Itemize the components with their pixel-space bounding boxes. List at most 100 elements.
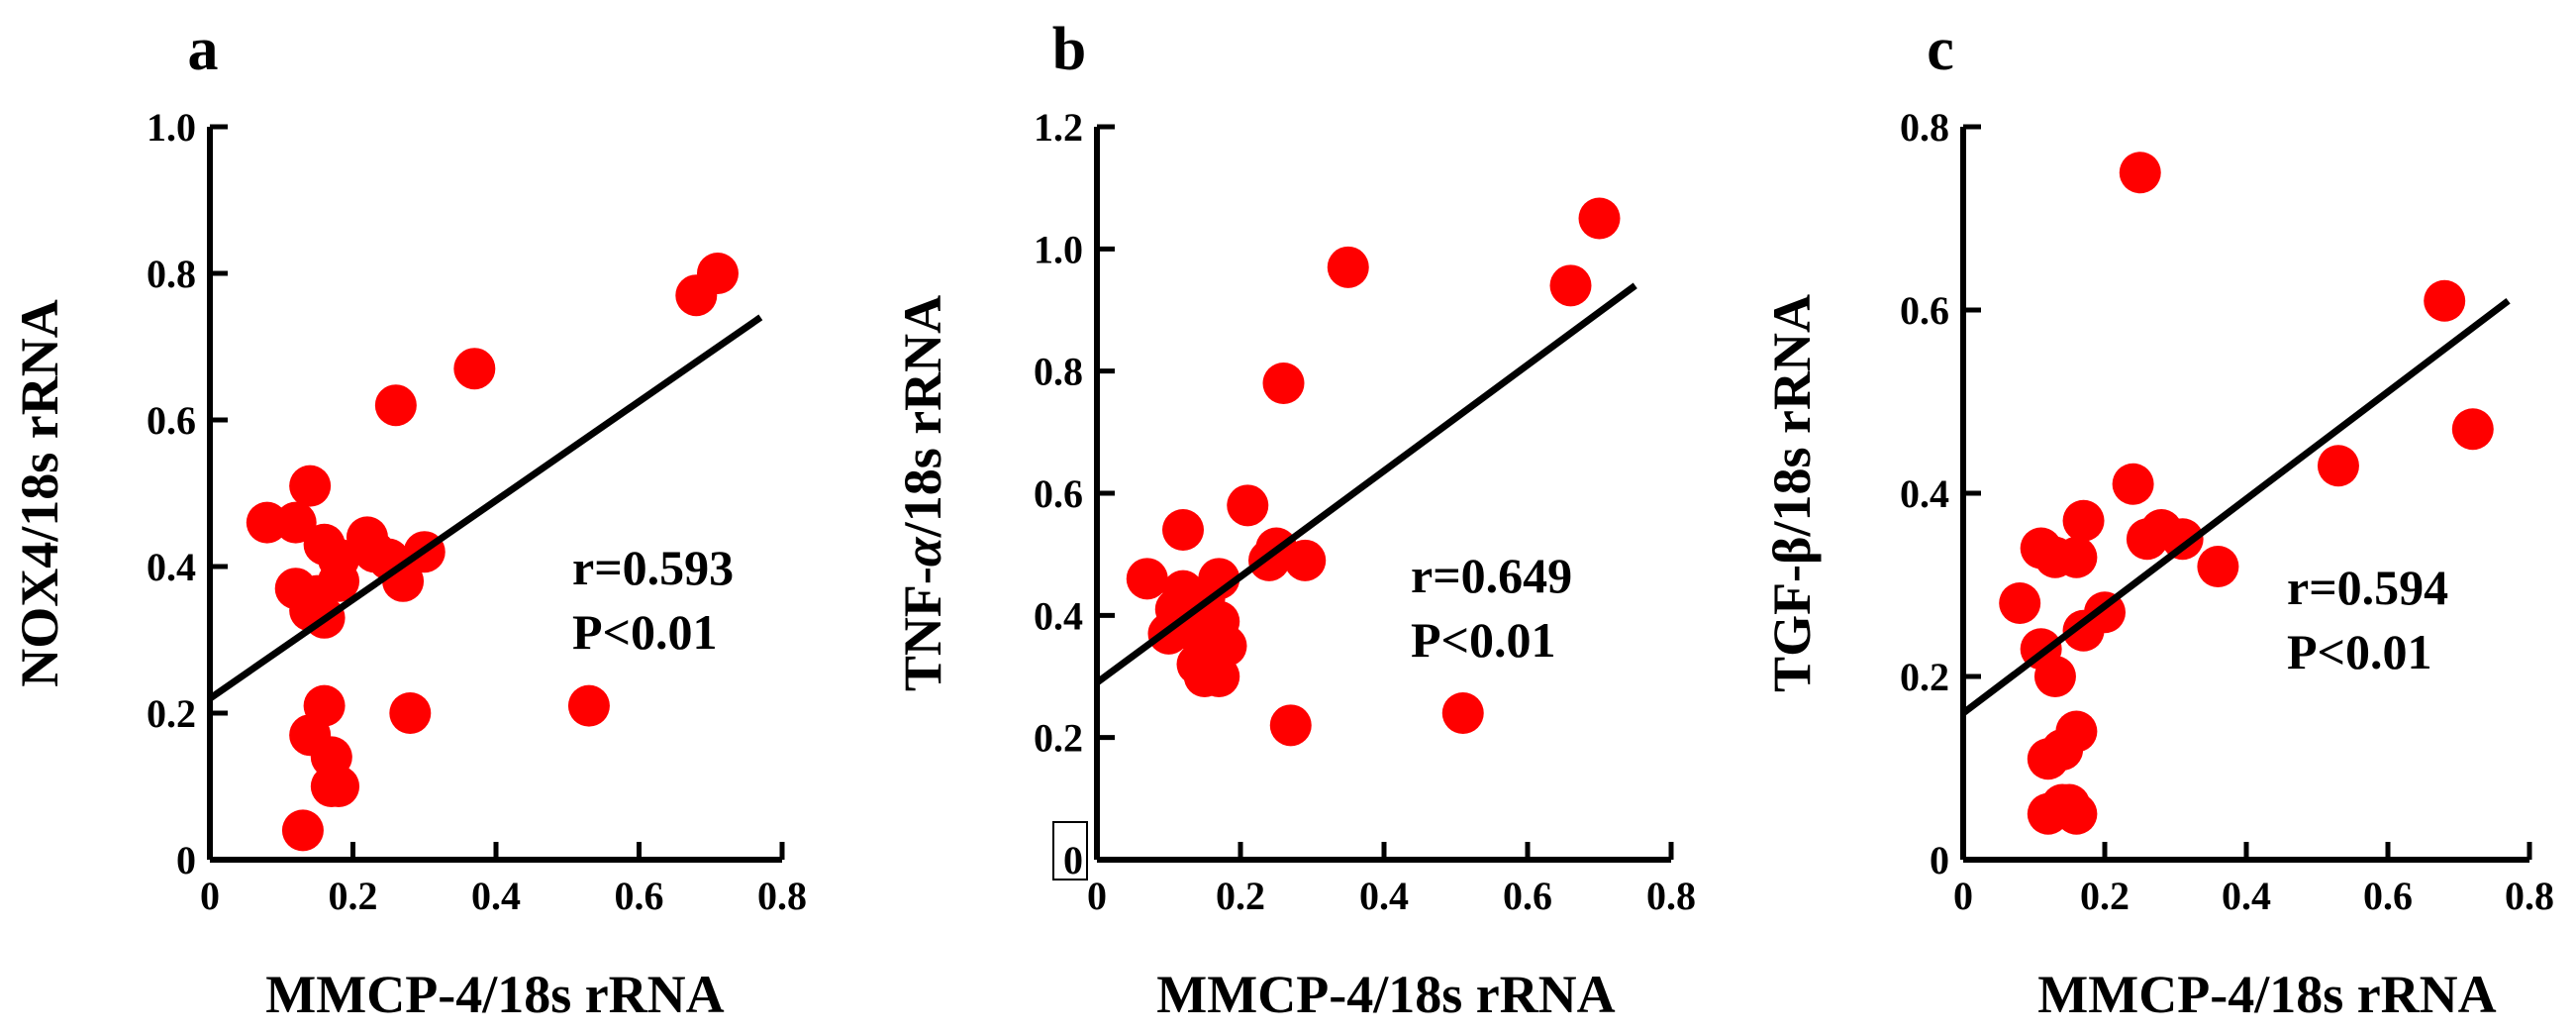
panel-b-x-ticks: 0 0.2 0.4 0.6 0.8 [1087, 842, 1696, 918]
panel-a-y-tick-label: 0.8 [147, 252, 196, 296]
panel-b-r-value: r=0.649 [1411, 548, 1572, 603]
panel-a-point [274, 501, 317, 544]
panel-a-y-ticks: 0 0.2 0.4 0.6 0.8 1.0 [147, 105, 228, 882]
panel-c-y-tick-label: 0.8 [1900, 105, 1949, 150]
panel-b-point [1162, 509, 1204, 551]
panel-b-y-label: TNF-α/18s rRNA [893, 295, 952, 691]
panel-a-point [374, 384, 417, 427]
panel-c-point [2062, 499, 2105, 542]
panel-b-x-tick-label: 0.6 [1503, 874, 1552, 918]
panel-b: b 0 0.2 0.4 0.6 0.8 0 0.2 0.4 0.6 0.8 1.0 1.2 MMCP… [893, 16, 1696, 1024]
panel-b-y-tick-label: 1.2 [1034, 105, 1083, 150]
panel-a-marks [208, 253, 763, 852]
panel-b-y-tick-label: 0.8 [1034, 350, 1083, 394]
panel-a-y-tick-label: 0.6 [147, 398, 196, 443]
panel-c-point [1999, 582, 2041, 624]
panel-c-y-ticks: 0 0.2 0.4 0.6 0.8 [1900, 105, 1981, 882]
panel-c-point [2424, 279, 2466, 322]
panel-c-y-tick-label: 0 [1930, 838, 1949, 882]
panel-b-marks [1094, 197, 1637, 747]
panel-c-point [2197, 546, 2239, 587]
panel-c-point [2055, 792, 2098, 835]
panel-a-point [289, 465, 332, 507]
panel-b-y-label-prefix: TNF- [893, 567, 952, 691]
panel-b-y-tick-label: 0.2 [1034, 716, 1083, 761]
panel-b-point [1441, 692, 1484, 734]
panel-b-point [1126, 558, 1168, 600]
panel-a-point [567, 684, 610, 727]
panel-a-y-tick-label: 0.4 [147, 545, 196, 589]
panel-c-x-tick-label: 0.6 [2363, 874, 2413, 918]
panel-a-y-tick-label: 0.2 [147, 691, 196, 736]
panel-c-y-label: TGF-β/18s rRNA [1762, 294, 1822, 692]
panel-b-y-ticks: 0 0.2 0.4 0.6 0.8 1.0 1.2 [1034, 105, 1115, 882]
panel-a-y-label: NOX4/18s rRNA [10, 299, 69, 686]
panel-a-p-value: P<0.01 [572, 604, 718, 660]
panel-b-letter: b [1052, 16, 1086, 83]
panel-c-x-tick-label: 0 [1953, 874, 1973, 918]
panel-c-point [2055, 536, 2098, 578]
panel-c-x-ticks: 0 0.2 0.4 0.6 0.8 [1953, 842, 2554, 918]
panel-c-point [2119, 152, 2161, 194]
panel-c-fit-line [1960, 297, 2511, 716]
panel-b-point [1262, 363, 1305, 404]
panel-a-x-ticks: 0 0.2 0.4 0.6 0.8 [200, 842, 807, 918]
panel-b-zero-box [1052, 821, 1088, 881]
panel-c-point [2317, 445, 2359, 487]
panel-a-point [303, 684, 346, 727]
panel-c-point [2112, 463, 2154, 505]
panel-b-point [1327, 246, 1369, 288]
panel-a-x-tick-label: 0.4 [471, 874, 521, 918]
panel-c-x-tick-label: 0.8 [2505, 874, 2554, 918]
panel-b-point [1227, 484, 1269, 527]
panel-c-point [2451, 408, 2494, 451]
panel-b-x-tick-label: 0.2 [1216, 874, 1265, 918]
panel-b-point [1284, 539, 1327, 581]
panel-a-point [318, 560, 360, 602]
panel-c: c 0 0.2 0.4 0.6 0.8 0 0.2 0.4 0.6 0.8 MMCP-4/18s… [1762, 16, 2554, 1024]
panel-a-point [696, 253, 739, 294]
panel-a: a 0 0.2 0.4 0.6 0.8 0 0.2 0.4 0.6 0.8 1.0 MMCP-4/… [10, 16, 807, 1024]
panel-b-y-tick-label: 0 [1063, 838, 1083, 882]
panel-a-x-tick-label: 0 [200, 874, 220, 918]
panel-b-y-tick-label: 0.4 [1034, 593, 1083, 638]
panel-c-x-tick-label: 0.2 [2080, 874, 2130, 918]
panel-c-y-tick-label: 0.4 [1900, 471, 1949, 516]
panel-c-x-tick-label: 0.4 [2222, 874, 2271, 918]
panel-a-r-value: r=0.593 [572, 540, 734, 595]
panel-b-fit-line [1094, 282, 1637, 685]
panel-b-p-value: P<0.01 [1411, 612, 1556, 668]
panel-b-x-tick-label: 0 [1087, 874, 1107, 918]
panel-a-y-tick-label: 1.0 [147, 105, 196, 150]
panel-a-point [281, 809, 324, 852]
panel-b-x-tick-label: 0.8 [1646, 874, 1696, 918]
panel-b-y-label-suffix: /18s rRNA [893, 295, 952, 538]
panel-b-x-tick-label: 0.4 [1359, 874, 1409, 918]
panel-b-y-label-symbol: α [893, 536, 952, 567]
panel-a-y-tick-label: 0 [176, 838, 196, 882]
panel-a-x-tick-label: 0.2 [329, 874, 378, 918]
panel-a-point [246, 501, 288, 544]
panel-c-y-tick-label: 0.6 [1900, 288, 1949, 333]
panel-c-point [2033, 656, 2076, 697]
panel-a-x-tick-label: 0.8 [757, 874, 807, 918]
panel-c-letter: c [1927, 16, 1954, 83]
panel-c-point [2055, 710, 2098, 753]
panel-c-r-value: r=0.594 [2287, 560, 2448, 615]
panel-c-p-value: P<0.01 [2287, 624, 2432, 679]
panel-a-x-tick-label: 0.6 [615, 874, 664, 918]
panel-b-x-label: MMCP-4/18s rRNA [1156, 965, 1615, 1024]
panel-c-marks [1960, 152, 2511, 835]
panel-b-point [1549, 264, 1592, 307]
panel-a-point [453, 348, 496, 390]
panel-a-fit-line [208, 314, 763, 702]
panel-a-letter: a [188, 16, 219, 83]
panel-b-point [1205, 625, 1247, 668]
panel-c-point [2161, 518, 2204, 561]
panel-b-point [1269, 704, 1312, 747]
panel-b-y-tick-label: 1.0 [1034, 227, 1083, 271]
panel-a-x-label: MMCP-4/18s rRNA [265, 965, 724, 1024]
panel-c-y-tick-label: 0.2 [1900, 655, 1949, 699]
panel-c-x-label: MMCP-4/18s rRNA [2037, 965, 2496, 1024]
